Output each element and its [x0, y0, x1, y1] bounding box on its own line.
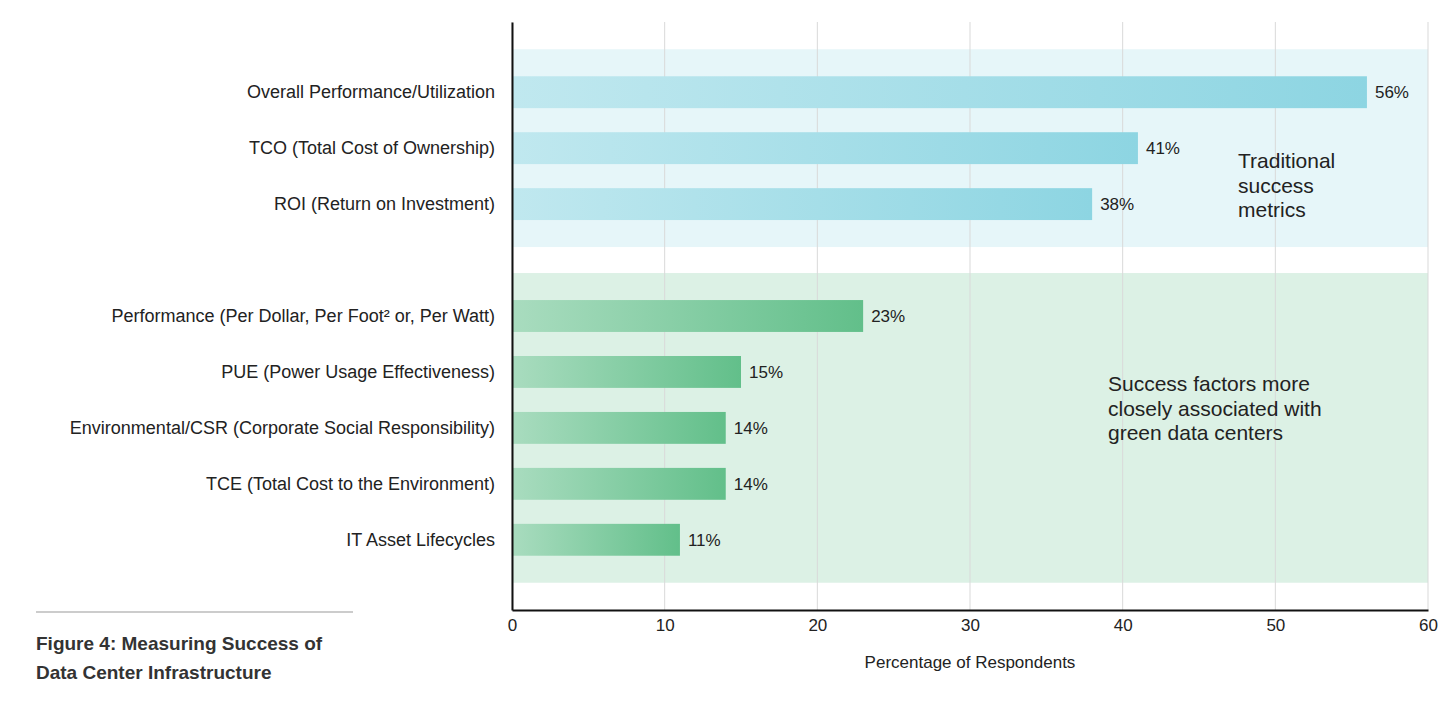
y-tick-label: TCO (Total Cost of Ownership) [249, 138, 495, 158]
text-line: Success factors more [1108, 372, 1310, 395]
x-tick: 60 [1419, 610, 1438, 635]
text-line: Figure 4: Measuring Success of [36, 633, 323, 654]
text-line: metrics [1238, 198, 1306, 221]
title-rule [36, 612, 353, 613]
x-tick-label: 60 [1419, 616, 1438, 635]
x-tick-label: 0 [508, 616, 517, 635]
x-axis-line [513, 610, 1429, 612]
x-tick: 40 [1114, 610, 1133, 635]
text-line: closely associated with [1108, 397, 1322, 420]
group-labels: Traditionalsuccessmetrics Success factors… [1108, 149, 1335, 444]
data-label: 11% [688, 531, 721, 550]
y-tick-label: ROI (Return on Investment) [274, 194, 495, 214]
text-line: Data Center Infrastructure [36, 662, 271, 683]
data-label: 14% [734, 475, 768, 494]
y-axis: Overall Performance/Utilization TCO (Tota… [70, 23, 513, 611]
bars [512, 76, 1367, 555]
x-tick-label: 30 [961, 616, 980, 635]
group-label: Traditionalsuccessmetrics [1238, 149, 1335, 221]
y-tick-label: IT Asset Lifecycles [346, 530, 495, 550]
y-tick-label: Environmental/CSR (Corporate Social Resp… [70, 418, 495, 438]
x-tick: 50 [1266, 610, 1285, 635]
bar [512, 468, 726, 500]
data-label: 15% [749, 363, 783, 382]
grid-line [1275, 22, 1276, 610]
y-tick: TCO (Total Cost of Ownership) [249, 138, 512, 158]
x-tick-label: 20 [808, 616, 827, 635]
y-tick: IT Asset Lifecycles [346, 530, 512, 550]
x-tick: 0 [508, 610, 517, 635]
grid [512, 22, 1428, 610]
y-tick: Environmental/CSR (Corporate Social Resp… [70, 418, 512, 438]
bar [512, 524, 680, 556]
bar [512, 300, 863, 332]
y-tick: TCE (Total Cost to the Environment) [206, 474, 512, 494]
y-tick: Performance (Per Dollar, Per Foot² or, P… [112, 306, 512, 326]
data-label: 38% [1100, 195, 1134, 214]
x-tick: 10 [656, 610, 675, 635]
grid-line [970, 22, 971, 610]
x-tick-label: 50 [1266, 616, 1285, 635]
data-labels: 56% 41% 38% 23% 15% 14% 14% 11% [688, 83, 1409, 550]
grid-line [1122, 22, 1123, 610]
x-tick: 30 [961, 610, 980, 635]
text-line: success [1238, 174, 1314, 197]
grid-line [1428, 22, 1429, 610]
y-tick-label: Overall Performance/Utilization [247, 82, 495, 102]
group-background [512, 49, 1428, 247]
data-label: 56% [1375, 83, 1409, 102]
y-tick: ROI (Return on Investment) [274, 194, 512, 214]
x-tick-label: 10 [656, 616, 675, 635]
x-tick-label: 40 [1114, 616, 1133, 635]
y-tick: Overall Performance/Utilization [247, 82, 512, 102]
group-label: Success factors moreclosely associated w… [1108, 372, 1322, 444]
bar [512, 76, 1367, 108]
chart: 56% 41% 38% 23% 15% 14% 14% 11% 0 10 20 30 40 50 60 Ove… [0, 0, 1445, 702]
data-label: 23% [871, 307, 905, 326]
bar [512, 356, 741, 388]
y-tick: PUE (Power Usage Effectiveness) [221, 362, 512, 382]
y-axis-line [512, 23, 514, 611]
text-line: Traditional [1238, 149, 1335, 172]
grid-line [512, 22, 513, 610]
title: Figure 4: Measuring Success of Data Cente… [36, 633, 323, 683]
y-tick-label: PUE (Power Usage Effectiveness) [221, 362, 495, 382]
bar [512, 412, 726, 444]
data-label: 14% [734, 419, 768, 438]
bar [512, 132, 1138, 164]
x-tick: 20 [808, 610, 827, 635]
x-axis: 0 10 20 30 40 50 60 [508, 610, 1438, 635]
x-axis-title: Percentage of Respondents [865, 653, 1076, 672]
text-line: green data centers [1108, 421, 1283, 444]
data-label: 41% [1146, 139, 1180, 158]
y-tick-label: Performance (Per Dollar, Per Foot² or, P… [112, 306, 495, 326]
bar [512, 188, 1092, 220]
y-tick-label: TCE (Total Cost to the Environment) [206, 474, 495, 494]
